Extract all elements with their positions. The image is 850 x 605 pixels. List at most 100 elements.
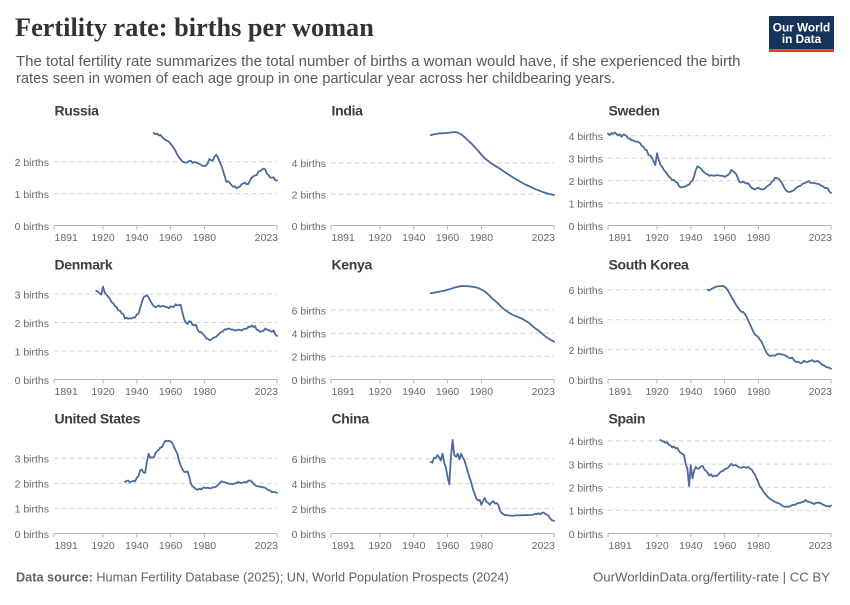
svg-text:0 births: 0 births (15, 375, 49, 387)
svg-text:3 births: 3 births (569, 459, 603, 471)
svg-text:2 births: 2 births (569, 483, 603, 495)
svg-text:2023: 2023 (532, 540, 556, 552)
svg-text:1891: 1891 (609, 540, 633, 552)
svg-text:Denmark: Denmark (55, 257, 113, 273)
svg-text:2023: 2023 (809, 386, 833, 398)
svg-text:1920: 1920 (368, 232, 392, 244)
svg-text:0 births: 0 births (569, 529, 603, 541)
svg-text:United States: United States (55, 411, 141, 427)
svg-text:1940: 1940 (402, 540, 426, 552)
svg-text:1920: 1920 (645, 540, 669, 552)
svg-text:4 births: 4 births (569, 315, 603, 327)
svg-text:1920: 1920 (91, 232, 115, 244)
svg-text:1 births: 1 births (15, 189, 49, 201)
svg-text:3 births: 3 births (569, 154, 603, 166)
svg-text:India: India (332, 103, 364, 119)
svg-text:1980: 1980 (470, 540, 494, 552)
svg-text:The total fertility rate summa: The total fertility rate summarizes the … (16, 53, 741, 70)
svg-text:6 births: 6 births (292, 305, 326, 317)
svg-text:Russia: Russia (55, 103, 100, 119)
svg-text:1891: 1891 (55, 540, 79, 552)
svg-text:1891: 1891 (332, 540, 356, 552)
svg-text:4 births: 4 births (292, 329, 326, 341)
svg-text:1920: 1920 (645, 386, 669, 398)
svg-text:1980: 1980 (747, 386, 771, 398)
svg-text:1940: 1940 (125, 386, 149, 398)
svg-text:1 births: 1 births (569, 506, 603, 518)
svg-text:1940: 1940 (125, 232, 149, 244)
svg-text:2 births: 2 births (292, 190, 326, 202)
svg-text:0 births: 0 births (292, 375, 326, 387)
svg-text:1940: 1940 (402, 386, 426, 398)
svg-text:1980: 1980 (193, 540, 217, 552)
svg-text:1980: 1980 (747, 232, 771, 244)
svg-text:2023: 2023 (809, 232, 833, 244)
svg-text:4 births: 4 births (292, 158, 326, 170)
svg-text:in Data: in Data (782, 32, 822, 46)
svg-text:6 births: 6 births (292, 454, 326, 466)
svg-text:2023: 2023 (532, 386, 556, 398)
svg-text:1891: 1891 (332, 386, 356, 398)
svg-text:0 births: 0 births (292, 529, 326, 541)
svg-text:1891: 1891 (609, 386, 633, 398)
svg-text:1980: 1980 (470, 232, 494, 244)
svg-text:1960: 1960 (436, 540, 460, 552)
svg-text:3 births: 3 births (15, 454, 49, 466)
svg-text:1 births: 1 births (15, 346, 49, 358)
svg-text:0 births: 0 births (15, 221, 49, 233)
svg-text:2 births: 2 births (569, 345, 603, 357)
svg-text:1940: 1940 (679, 540, 703, 552)
svg-text:1980: 1980 (193, 386, 217, 398)
svg-text:2 births: 2 births (292, 504, 326, 516)
svg-text:2023: 2023 (255, 232, 279, 244)
svg-text:1 births: 1 births (569, 198, 603, 210)
svg-text:2023: 2023 (532, 232, 556, 244)
svg-text:Spain: Spain (609, 411, 646, 427)
svg-text:1940: 1940 (402, 232, 426, 244)
svg-text:1960: 1960 (159, 540, 183, 552)
svg-text:2 births: 2 births (292, 352, 326, 364)
svg-text:0 births: 0 births (569, 221, 603, 233)
svg-text:4 births: 4 births (569, 131, 603, 143)
svg-text:6 births: 6 births (569, 285, 603, 297)
svg-text:2 births: 2 births (15, 157, 49, 169)
svg-text:1980: 1980 (193, 232, 217, 244)
svg-text:OurWorldinData.org/fertility-r: OurWorldinData.org/fertility-rate | CC B… (593, 570, 830, 585)
svg-text:1920: 1920 (91, 386, 115, 398)
svg-text:1891: 1891 (332, 232, 356, 244)
svg-text:2023: 2023 (809, 540, 833, 552)
svg-text:1940: 1940 (125, 540, 149, 552)
svg-text:4 births: 4 births (292, 479, 326, 491)
svg-text:1960: 1960 (159, 232, 183, 244)
svg-text:Our World: Our World (773, 21, 830, 35)
svg-text:rates seen in women of each ag: rates seen in women of each age group in… (16, 71, 615, 87)
svg-text:China: China (332, 411, 370, 427)
svg-text:1940: 1940 (679, 386, 703, 398)
svg-text:1960: 1960 (713, 386, 737, 398)
svg-text:2 births: 2 births (15, 479, 49, 491)
svg-text:1891: 1891 (609, 232, 633, 244)
svg-text:4 births: 4 births (569, 436, 603, 448)
svg-text:1960: 1960 (713, 540, 737, 552)
svg-text:3 births: 3 births (15, 289, 49, 301)
svg-text:1920: 1920 (645, 232, 669, 244)
svg-text:1960: 1960 (159, 386, 183, 398)
svg-text:2023: 2023 (255, 386, 279, 398)
svg-text:Sweden: Sweden (609, 103, 660, 119)
svg-text:Fertility rate: births per wom: Fertility rate: births per woman (15, 13, 374, 42)
svg-text:1920: 1920 (91, 540, 115, 552)
svg-text:1960: 1960 (436, 386, 460, 398)
svg-text:1891: 1891 (55, 232, 79, 244)
svg-text:Kenya: Kenya (332, 257, 373, 273)
svg-text:2 births: 2 births (569, 176, 603, 188)
svg-text:1891: 1891 (55, 386, 79, 398)
svg-text:1920: 1920 (368, 386, 392, 398)
svg-text:2 births: 2 births (15, 318, 49, 330)
svg-text:1960: 1960 (713, 232, 737, 244)
svg-text:0 births: 0 births (15, 529, 49, 541)
svg-text:South Korea: South Korea (609, 257, 689, 273)
svg-text:0 births: 0 births (569, 375, 603, 387)
svg-text:1980: 1980 (470, 386, 494, 398)
svg-text:0 births: 0 births (292, 221, 326, 233)
svg-text:1940: 1940 (679, 232, 703, 244)
